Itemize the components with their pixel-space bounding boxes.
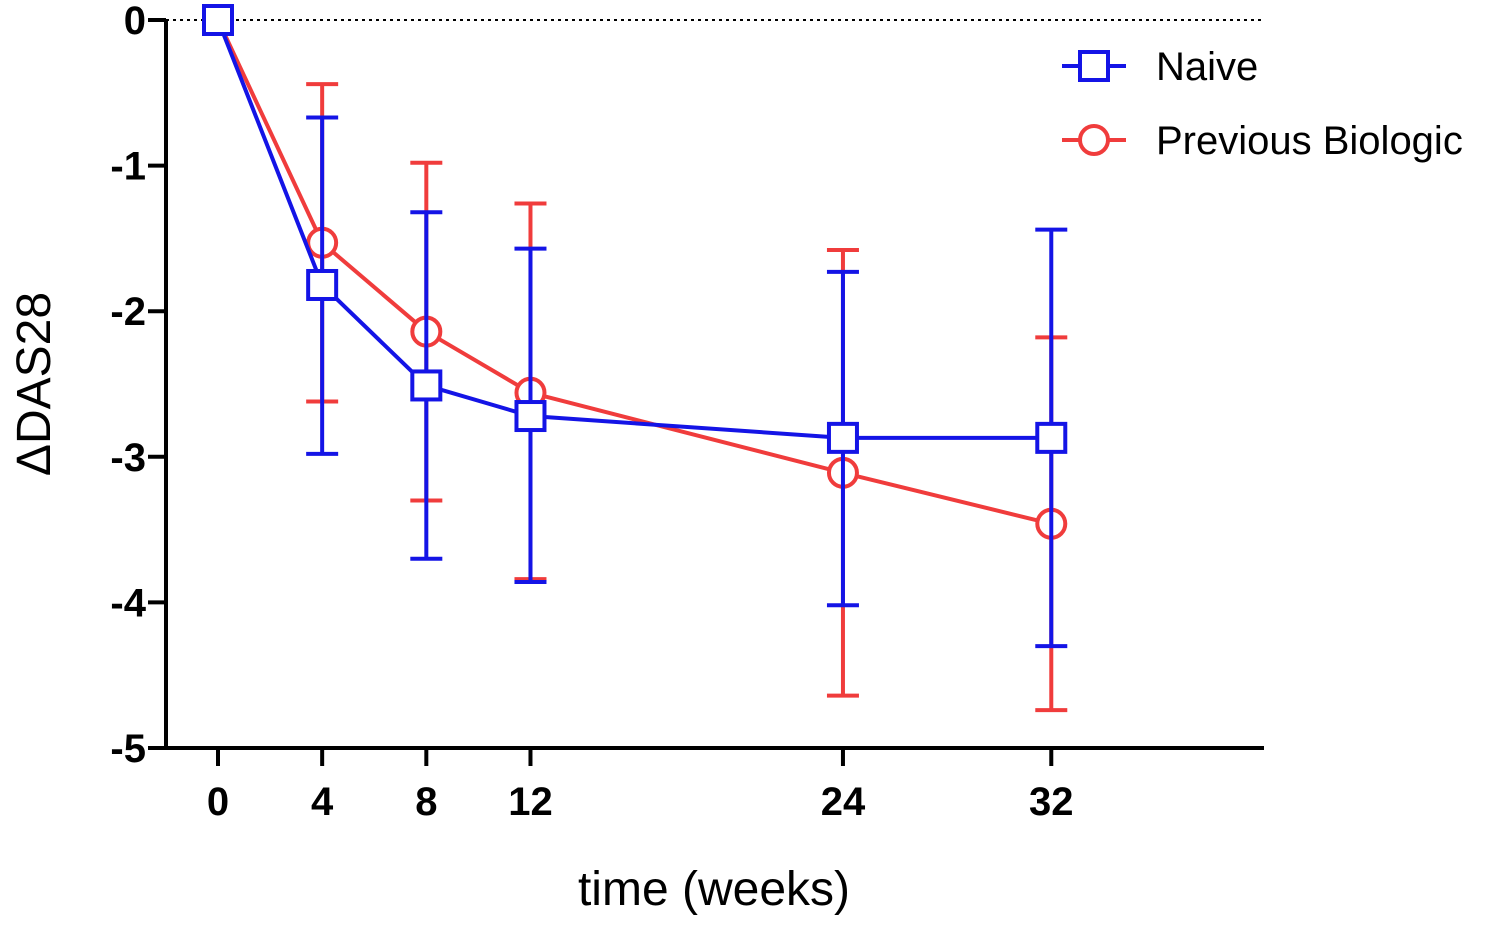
series-previous-biologic (202, 4, 1068, 713)
data-point (514, 400, 547, 433)
axes: time (weeks) ΔDAS28 0 -1 -2 -3 -4 -5 0 4 8 12 24 32 (8, 0, 1264, 916)
x-axis-title: time (weeks) (578, 863, 850, 916)
y-tick-label: 0 (124, 0, 146, 43)
legend: Naive Previous Biologic (1062, 45, 1463, 163)
data-point (306, 268, 339, 301)
x-tick-label: 0 (207, 780, 229, 824)
y-tick-label: -3 (110, 436, 146, 480)
series-line (216, 19, 1052, 440)
legend-marker (1078, 124, 1110, 156)
legend-label: Naive (1156, 45, 1258, 89)
y-axis-title: ΔDAS28 (8, 292, 61, 476)
series-naive (202, 4, 1068, 649)
y-tick-label: -1 (110, 145, 146, 189)
data-point (202, 4, 234, 36)
x-tick-label: 8 (415, 780, 437, 824)
y-tick-label: -5 (110, 727, 146, 771)
data-point (410, 369, 443, 402)
legend-entry-naive: Naive (1062, 45, 1258, 89)
x-tick-label: 32 (1029, 780, 1074, 824)
x-tick-label: 12 (508, 780, 553, 824)
x-tick-label: 24 (821, 780, 866, 824)
y-tick-label: -4 (110, 581, 146, 625)
data-point (1035, 421, 1068, 454)
y-tick-label: -2 (110, 290, 146, 334)
x-tick-label: 4 (311, 780, 334, 824)
data-point (826, 421, 859, 454)
series-line (216, 19, 1052, 526)
plot-area (166, 4, 1264, 713)
legend-marker (1078, 50, 1110, 82)
legend-entry-previous-biologic: Previous Biologic (1062, 119, 1463, 163)
legend-label: Previous Biologic (1156, 119, 1463, 163)
